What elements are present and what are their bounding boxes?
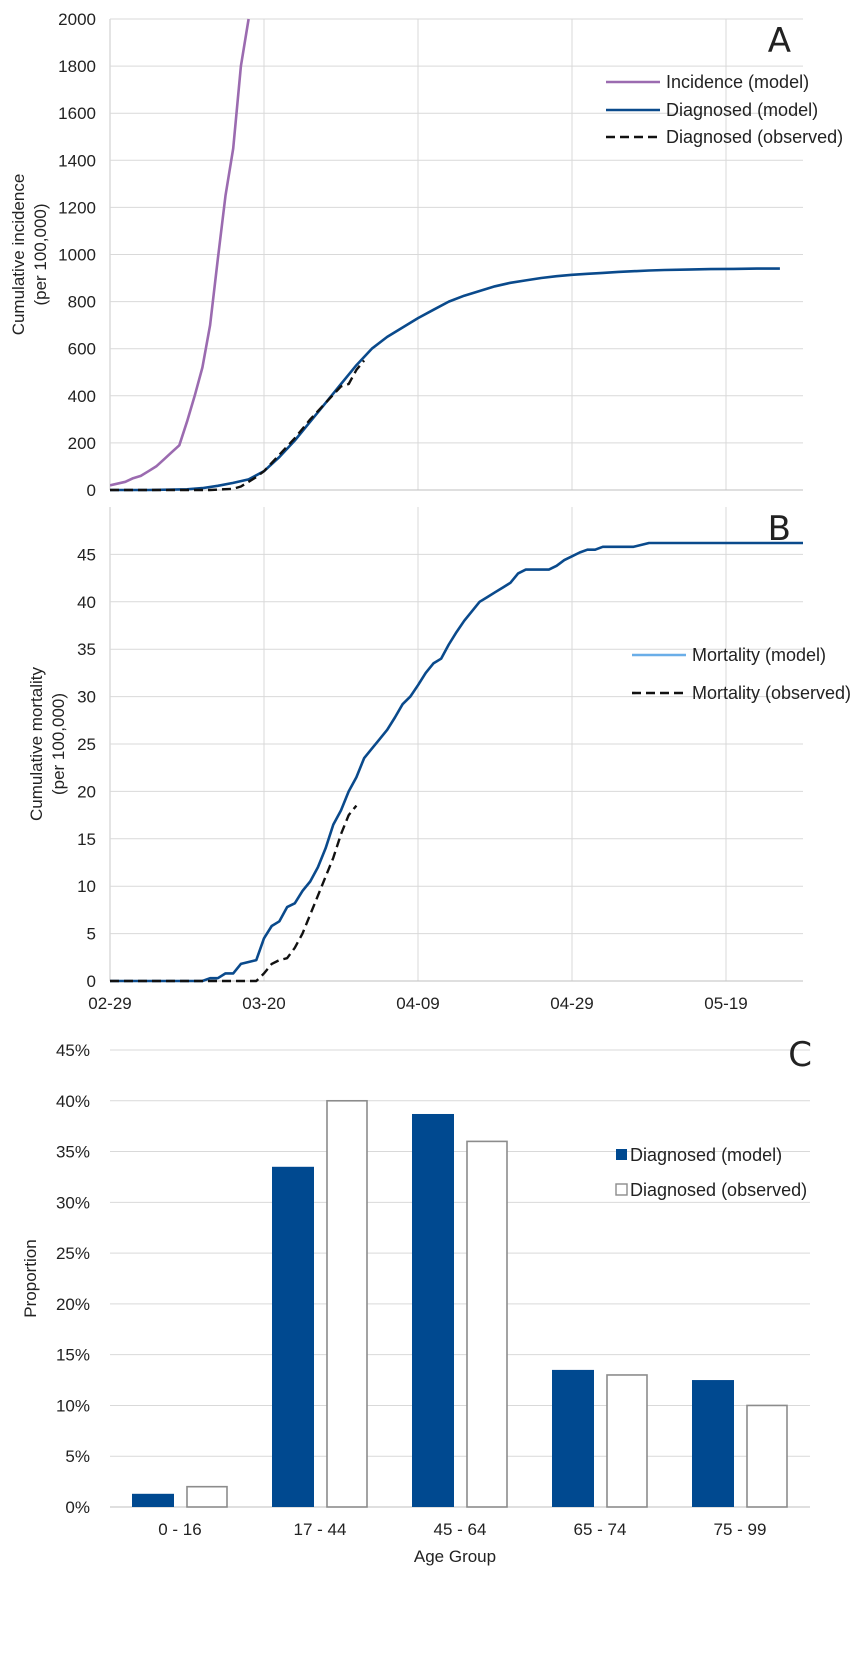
bar-model: [412, 1113, 454, 1507]
bar-observed: [326, 1099, 368, 1508]
x-tick-label: 05-19: [704, 994, 747, 1013]
y-axis-title: Cumulative incidence: [9, 174, 28, 336]
legend-label-diagnosed-observed: Diagnosed (observed): [666, 127, 843, 147]
y-tick-label: 0: [87, 972, 96, 991]
series-line-diagnosed-model: [110, 267, 780, 492]
x-tick-label: 02-29: [88, 994, 131, 1013]
y-tick-label: 600: [68, 340, 96, 359]
y-tick-label: 40: [77, 593, 96, 612]
legend-swatch-diagnosed-observed: [615, 1183, 628, 1196]
series-line-mortality-observed: [110, 804, 358, 983]
x-tick-label: 03-20: [242, 994, 285, 1013]
bar-model: [552, 1369, 594, 1507]
x-axis-title: Age Group: [414, 1547, 496, 1566]
bar-observed: [606, 1374, 648, 1508]
x-tick-label: 45 - 64: [434, 1520, 487, 1539]
panel-letter: C: [788, 1035, 812, 1075]
x-tick-label: 0 - 16: [158, 1520, 201, 1539]
x-tick-label: 17 - 44: [294, 1520, 347, 1539]
x-tick-label: 04-09: [396, 994, 439, 1013]
y-tick-label: 15: [77, 830, 96, 849]
legend-label-diagnosed-model: Diagnosed (model): [666, 100, 818, 120]
y-tick-label: 25: [77, 735, 96, 754]
y-tick-label: 35%: [56, 1143, 90, 1162]
y-tick-label: 45%: [56, 1041, 90, 1060]
y-tick-label: 10: [77, 877, 96, 896]
panel-letter: B: [768, 509, 791, 549]
y-tick-label: 15%: [56, 1346, 90, 1365]
legend-swatch-diagnosed-model: [616, 1149, 627, 1160]
panel-a-line-chart: 0 200 400 600 800 1000 1200 1400 1600 1800 2000 Cum…: [9, 10, 843, 500]
bar-model: [132, 1493, 174, 1507]
x-tick-label: 65 - 74: [574, 1520, 627, 1539]
y-tick-label: 1800: [58, 57, 96, 76]
y-tick-label: 30: [77, 688, 96, 707]
y-tick-label: 5: [87, 925, 96, 944]
y-tick-label: 35: [77, 640, 96, 659]
y-tick-label: 10%: [56, 1396, 90, 1415]
y-tick-label: 200: [68, 434, 96, 453]
y-tick-label: 5%: [65, 1447, 90, 1466]
legend-label-mortality-observed: Mortality (observed): [692, 683, 851, 703]
series-line-mortality-model: [110, 541, 803, 983]
bar-model: [692, 1380, 734, 1507]
y-axis-title: Proportion: [21, 1239, 40, 1317]
panel-b-line-chart: 0 5 10 15 20 25 30 35 40 45 02-29 03-20 04-09 04-29 05…: [27, 507, 851, 1013]
y-tick-label: 1200: [58, 198, 96, 217]
y-axis-title: (per 100,000): [49, 693, 68, 795]
legend-label-incidence-model: Incidence (model): [666, 72, 809, 92]
legend-label-diagnosed-model: Diagnosed (model): [630, 1145, 782, 1165]
y-tick-label: 20: [77, 782, 96, 801]
panel-c-bar-chart: 0% 5% 10% 15% 20% 25% 30% 35% 40% 45% 0 - 16 17 - 4…: [21, 1035, 812, 1566]
y-axis-title: (per 100,000): [31, 203, 50, 305]
y-tick-label: 1600: [58, 104, 96, 123]
series-line-incidence-model: [110, 18, 250, 487]
y-axis-title: Cumulative mortality: [27, 667, 46, 821]
bar-model: [272, 1166, 314, 1507]
y-tick-label: 1000: [58, 246, 96, 265]
y-tick-label: 40%: [56, 1092, 90, 1111]
x-tick-label: 04-29: [550, 994, 593, 1013]
y-tick-label: 20%: [56, 1295, 90, 1314]
y-tick-label: 0: [87, 481, 96, 500]
y-tick-label: 0%: [65, 1498, 90, 1517]
x-tick-label: 75 - 99: [714, 1520, 767, 1539]
bar-observed: [466, 1140, 508, 1508]
series-line-diagnosed-observed: [110, 359, 366, 492]
panel-letter: A: [768, 21, 791, 61]
bar-observed: [746, 1404, 788, 1508]
y-tick-label: 400: [68, 387, 96, 406]
y-tick-label: 800: [68, 293, 96, 312]
legend-label-diagnosed-observed: Diagnosed (observed): [630, 1180, 807, 1200]
legend-label-mortality-model: Mortality (model): [692, 645, 826, 665]
bar-observed: [186, 1485, 228, 1508]
y-tick-label: 2000: [58, 10, 96, 29]
y-tick-label: 1400: [58, 151, 96, 170]
y-tick-label: 25%: [56, 1244, 90, 1263]
y-tick-label: 45: [77, 545, 96, 564]
y-tick-label: 30%: [56, 1193, 90, 1212]
